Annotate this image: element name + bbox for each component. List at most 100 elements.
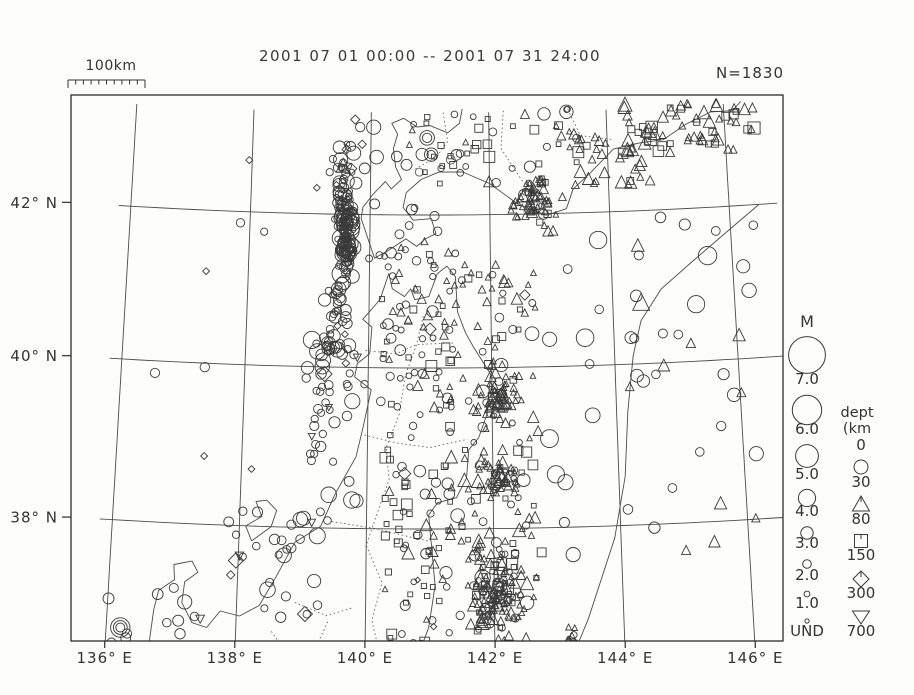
quake-symbol-circle: [330, 288, 342, 300]
quake-symbol-triangle: [530, 186, 538, 194]
quake-symbol-triangle: [471, 406, 482, 416]
quake-symbol-circle: [369, 198, 381, 210]
quake-symbol-triangle: [683, 135, 693, 145]
quake-symbol-circle: [341, 169, 351, 179]
quake-symbol-circle: [624, 331, 638, 344]
quake-symbol-triangle: [496, 443, 509, 456]
quake-symbol-triangle: [589, 178, 599, 188]
quake-symbol-triangle: [457, 517, 466, 526]
quake-symbol-circle: [633, 250, 644, 261]
quake-symbol-square: [413, 532, 421, 539]
quake-symbol-circle: [450, 110, 459, 119]
quake-symbol-triangle: [474, 453, 489, 468]
quake-symbol-circle: [309, 420, 320, 432]
quake-symbol-circle: [316, 387, 325, 396]
quake-symbol-square: [425, 547, 433, 555]
quake-symbol-circle: [331, 264, 351, 284]
quake-symbol-square: [436, 180, 443, 187]
quake-symbol-triangle: [443, 276, 451, 285]
map-content: [99, 96, 783, 653]
quake-symbol-triangle: [568, 631, 577, 640]
quake-symbol-triangle: [460, 453, 469, 462]
quake-symbol-triangle: [474, 401, 483, 410]
quake-symbol-circle: [320, 335, 336, 351]
quake-symbol-square: [471, 494, 481, 504]
quake-symbol-triangle: [635, 154, 648, 168]
quake-symbol-circle: [450, 149, 463, 161]
quake-symbol-triangle: [394, 268, 404, 277]
quake-symbol-triangle: [422, 309, 434, 321]
quake-symbol-triangle: [491, 259, 501, 269]
quake-symbol-triangle: [464, 484, 473, 493]
quake-symbol-triangle: [540, 221, 549, 229]
quake-symbol-square: [518, 469, 525, 476]
quake-symbol-circle: [311, 439, 321, 449]
quake-symbol-circle: [401, 246, 409, 254]
quake-symbol-triangle: [474, 545, 482, 553]
quake-symbol-triangle: [484, 369, 497, 383]
quake-symbol-triangle: [564, 623, 573, 631]
quake-symbol-diamond: [247, 465, 256, 474]
quake-symbol-triangle: [461, 260, 469, 269]
graticule: [99, 103, 783, 641]
quake-symbol-circle: [323, 516, 332, 525]
quake-symbol-circle: [323, 337, 334, 347]
lon-label: 140° E: [337, 649, 393, 667]
quake-symbol-circle: [462, 163, 470, 170]
quake-symbol-triangle: [507, 205, 515, 214]
quake-symbol-circle: [155, 643, 165, 653]
quake-symbol-triangle: [534, 174, 543, 183]
quake-symbol-circle: [557, 474, 574, 491]
quake-symbol-circle: [436, 406, 444, 414]
quake-symbol-square: [520, 446, 533, 458]
quake-symbol-triangle-down: [352, 353, 363, 363]
quake-symbol-square: [693, 118, 701, 126]
quake-symbol-square: [421, 565, 430, 575]
quake-symbol-circle: [235, 218, 246, 228]
quake-symbol-circle: [417, 368, 427, 379]
quake-symbol-triangle: [511, 522, 527, 538]
magnitude-legend-label: 5.0: [795, 465, 819, 483]
quake-symbol-square: [652, 145, 665, 157]
quake-symbol-circle: [369, 149, 384, 165]
quake-symbol-circle: [300, 361, 315, 375]
quake-symbol-square: [489, 568, 496, 575]
quake-symbol-triangle: [685, 337, 697, 349]
quake-symbol-triangle: [596, 148, 608, 160]
quake-symbol-circle: [302, 610, 311, 619]
quake-symbol-circle: [385, 371, 395, 381]
quake-symbol-square: [535, 160, 543, 168]
quake-symbol-square: [644, 133, 657, 146]
quake-symbol-triangle: [747, 101, 758, 113]
quake-symbol-circle: [514, 494, 522, 502]
quake-symbol-circle: [673, 329, 684, 340]
quake-symbol-circle: [443, 488, 456, 500]
quake-symbol-triangle: [528, 198, 536, 205]
quake-symbol-square: [428, 469, 438, 479]
quake-symbol-circle: [654, 211, 667, 224]
quake-symbol-circle: [636, 374, 651, 388]
quake-symbol-triangle: [528, 510, 542, 524]
quake-symbol-circle: [408, 421, 418, 431]
quake-symbol-circle: [406, 203, 418, 216]
quake-symbol-square: [509, 540, 517, 547]
quake-symbol-square: [472, 139, 482, 150]
quake-symbol-circle: [510, 475, 518, 482]
quake-symbol-triangle: [510, 291, 524, 305]
quake-symbol-triangle: [573, 163, 588, 178]
magnitude-legend-circle: [797, 488, 817, 508]
quake-symbol-triangle: [565, 127, 573, 135]
quake-symbol-circle: [115, 622, 126, 633]
quake-symbol-square: [409, 305, 418, 314]
quake-symbol-square: [484, 360, 494, 370]
quake-symbol-circle: [393, 402, 402, 411]
quake-symbol-circle: [286, 519, 297, 530]
quake-symbol-diamond: [414, 576, 422, 584]
quake-symbol-circle: [339, 158, 348, 167]
quake-symbol-triangle: [408, 126, 416, 134]
quake-symbol-circle: [301, 373, 311, 383]
quake-symbol-square: [474, 123, 484, 133]
quake-symbol-triangle: [473, 552, 486, 565]
quake-symbol-triangle: [495, 615, 506, 626]
quake-symbol-circle: [430, 477, 442, 488]
